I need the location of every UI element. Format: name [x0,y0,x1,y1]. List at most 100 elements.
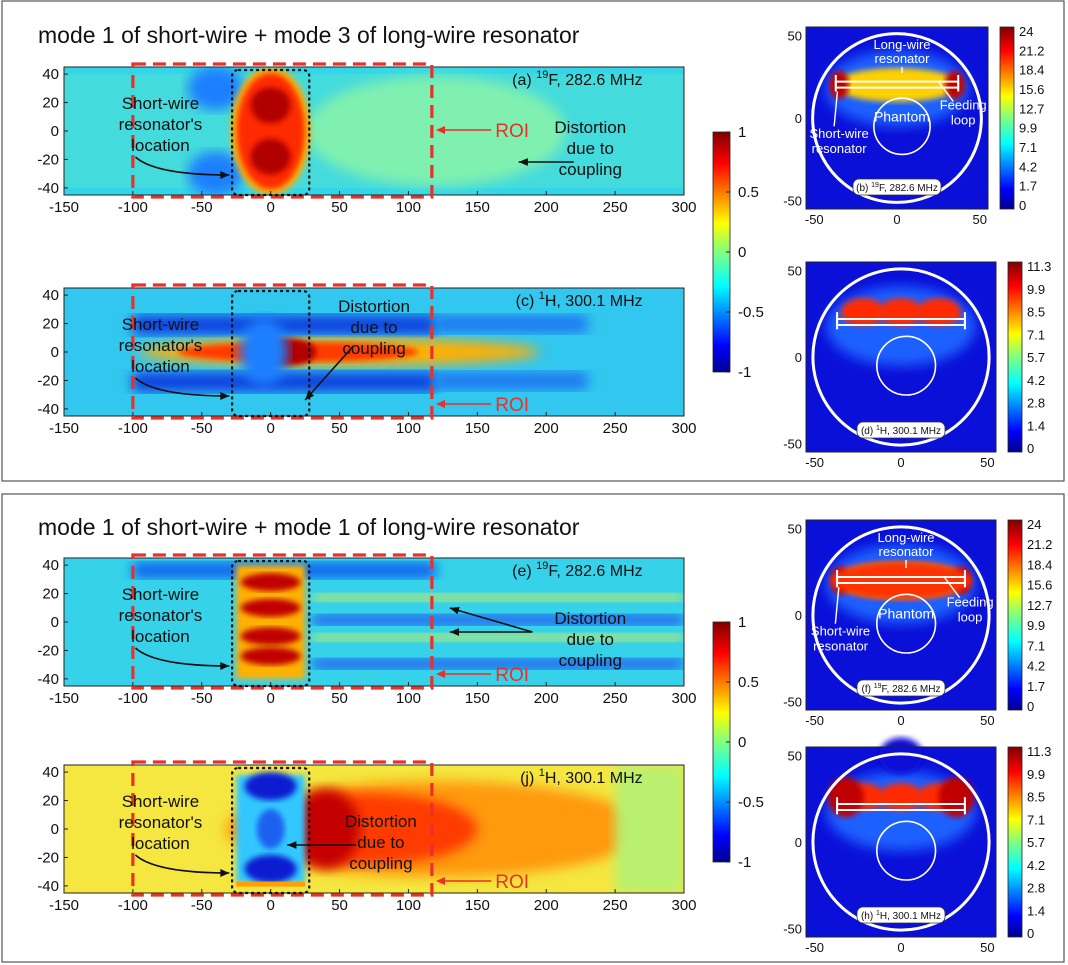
group-title-top: mode 1 of short-wire + mode 3 of long-wi… [38,22,580,48]
cs-annotation-long-wire: resonator [875,51,931,66]
field-blob [187,67,244,111]
cs-annotation-arrow [833,91,839,127]
cs-annotation-feeding-loop: Feeding [947,594,994,609]
cs-colorbar-tick-label: 24 [1019,24,1033,39]
cs-colorbar-tick-label: 18.4 [1019,63,1044,78]
cs-x-tick-label: 50 [972,212,986,227]
colorbar-tick-label: 0.5 [738,184,759,201]
cs-colorbar-tick-label: 1.4 [1027,903,1045,918]
y-tick-label: 40 [42,287,59,304]
cs-y-tick-label: 0 [795,350,802,365]
cs-panel-label: (b) 19F, 282.6 MHz [856,182,938,194]
y-tick-label: -40 [37,878,59,895]
panel-label-superscript: 19 [536,560,548,572]
cs-colorbar [999,26,1015,210]
x-tick-label: 50 [331,690,348,707]
panel-group-frame-bottom [1,493,1065,963]
y-tick-label: 40 [42,557,59,574]
field-band [436,371,588,390]
cross-section-d: -50 0 50 50 0 -50 (d) 1H, 300.1 MHz 11.3 9.9 8.5 7… [783,259,1051,470]
x-tick-label: 50 [331,199,348,216]
cs-x-tick-label: -50 [805,212,824,227]
cs-annotation-arrow [834,587,840,624]
cs-colorbar-tick-label: 7.1 [1027,327,1045,342]
cs-colorbar-tick-label: 4.2 [1019,159,1037,174]
cs-label-prefix: (h) [861,911,876,922]
cs-colorbar-tick-label: 12.7 [1027,598,1052,613]
cs-colorbar [1007,519,1023,711]
field-band [312,593,684,602]
cs-colorbar-tick-label: 7.1 [1027,638,1045,653]
field-blob [187,151,244,195]
x-tick-label: 200 [534,199,559,216]
cs-colorbar-tick-label: 0 [1027,926,1034,941]
cs-annotation-short-wire: Short-wire [811,624,870,639]
cs-colorbar-tick-label: 15.6 [1027,578,1052,593]
x-tick-label: 0 [266,690,274,707]
annotation-short-wire: Short-wire [122,792,199,811]
cs-colorbar-tick-label: 9.9 [1027,618,1045,633]
cs-label-superscript: 19 [871,182,879,189]
cs-annotation-short-wire: Short-wire [809,126,868,141]
x-tick-label: 50 [331,420,348,437]
arrowhead [449,606,460,615]
colorbar-tick-label: 0.5 [738,674,759,691]
cs-annotation-feeding-loop: loop [958,609,983,624]
cs-colorbar-tick-label: 2.8 [1027,396,1045,411]
field-blob [240,627,301,646]
roi-box [131,553,434,690]
x-tick-label: -150 [49,199,79,216]
phantom-outline [873,97,931,156]
cs-x-tick-label: 50 [980,940,994,955]
short-wire-box [230,68,311,197]
annotation-distortion: coupling [349,854,412,873]
cs-label-rest: H, 300.1 MHz [880,911,941,922]
annotation-distortion: coupling [559,160,622,179]
x-tick-label: -50 [191,690,213,707]
x-tick-label: 150 [465,420,490,437]
colorbar-tick-label: 1 [738,124,746,141]
phantom-outline [876,593,937,654]
panel-label-prefix: (a) [512,72,536,89]
cs-colorbar-tick-label: 9.9 [1019,121,1037,136]
heatmap-j: -150 -100 -50 0 50 100 150 200 250 30040200-20-40… [37,760,697,914]
colorbar-tick-label: -1 [738,854,751,871]
annotation-short-wire: location [131,627,190,646]
arrowhead [287,841,297,849]
cs-annotation-feeding-loop: loop [951,113,976,128]
field-blob [829,70,850,99]
cs-colorbar-tick-label: 4.2 [1027,373,1045,388]
x-tick-label: 100 [396,897,421,914]
cs-label-rest: F, 282.6 MHz [882,684,941,695]
cs-colorbar-tick-label: 1.4 [1027,418,1045,433]
field-image [64,558,684,686]
panel-label: (a) 19F, 282.6 MHz [512,69,643,89]
cs-y-tick-label: -50 [783,436,802,451]
y-tick-label: 40 [42,66,59,83]
roi-label: ROI [495,395,529,416]
cs-label-superscript: 19 [874,683,882,690]
annotation-distortion: due to [357,833,404,852]
field-blob [879,298,923,327]
group-title-bottom: mode 1 of short-wire + mode 1 of long-wi… [38,514,580,540]
body-outline [811,525,991,705]
short-wire-box [230,289,311,418]
x-tick-label: 200 [534,690,559,707]
cs-label-box [856,906,946,924]
cs-colorbar-tick-label: 21.2 [1019,43,1044,58]
cs-x-tick-label: 50 [980,713,994,728]
annotation-arrow [134,156,230,176]
cs-colorbar-tick-label: 8.5 [1027,305,1045,320]
cs-colorbar-tick-label: 18.4 [1027,557,1052,572]
x-tick-label: 250 [603,897,628,914]
cs-label-box [856,679,946,697]
cs-y-tick-label: -50 [783,921,802,936]
field-blob [944,70,965,99]
panel-label-rest: F, 282.6 MHz [548,563,642,580]
roi-box [131,62,434,199]
y-tick-label: 0 [51,821,59,838]
short-wire-box [230,559,311,688]
y-tick-label: -20 [37,151,59,168]
